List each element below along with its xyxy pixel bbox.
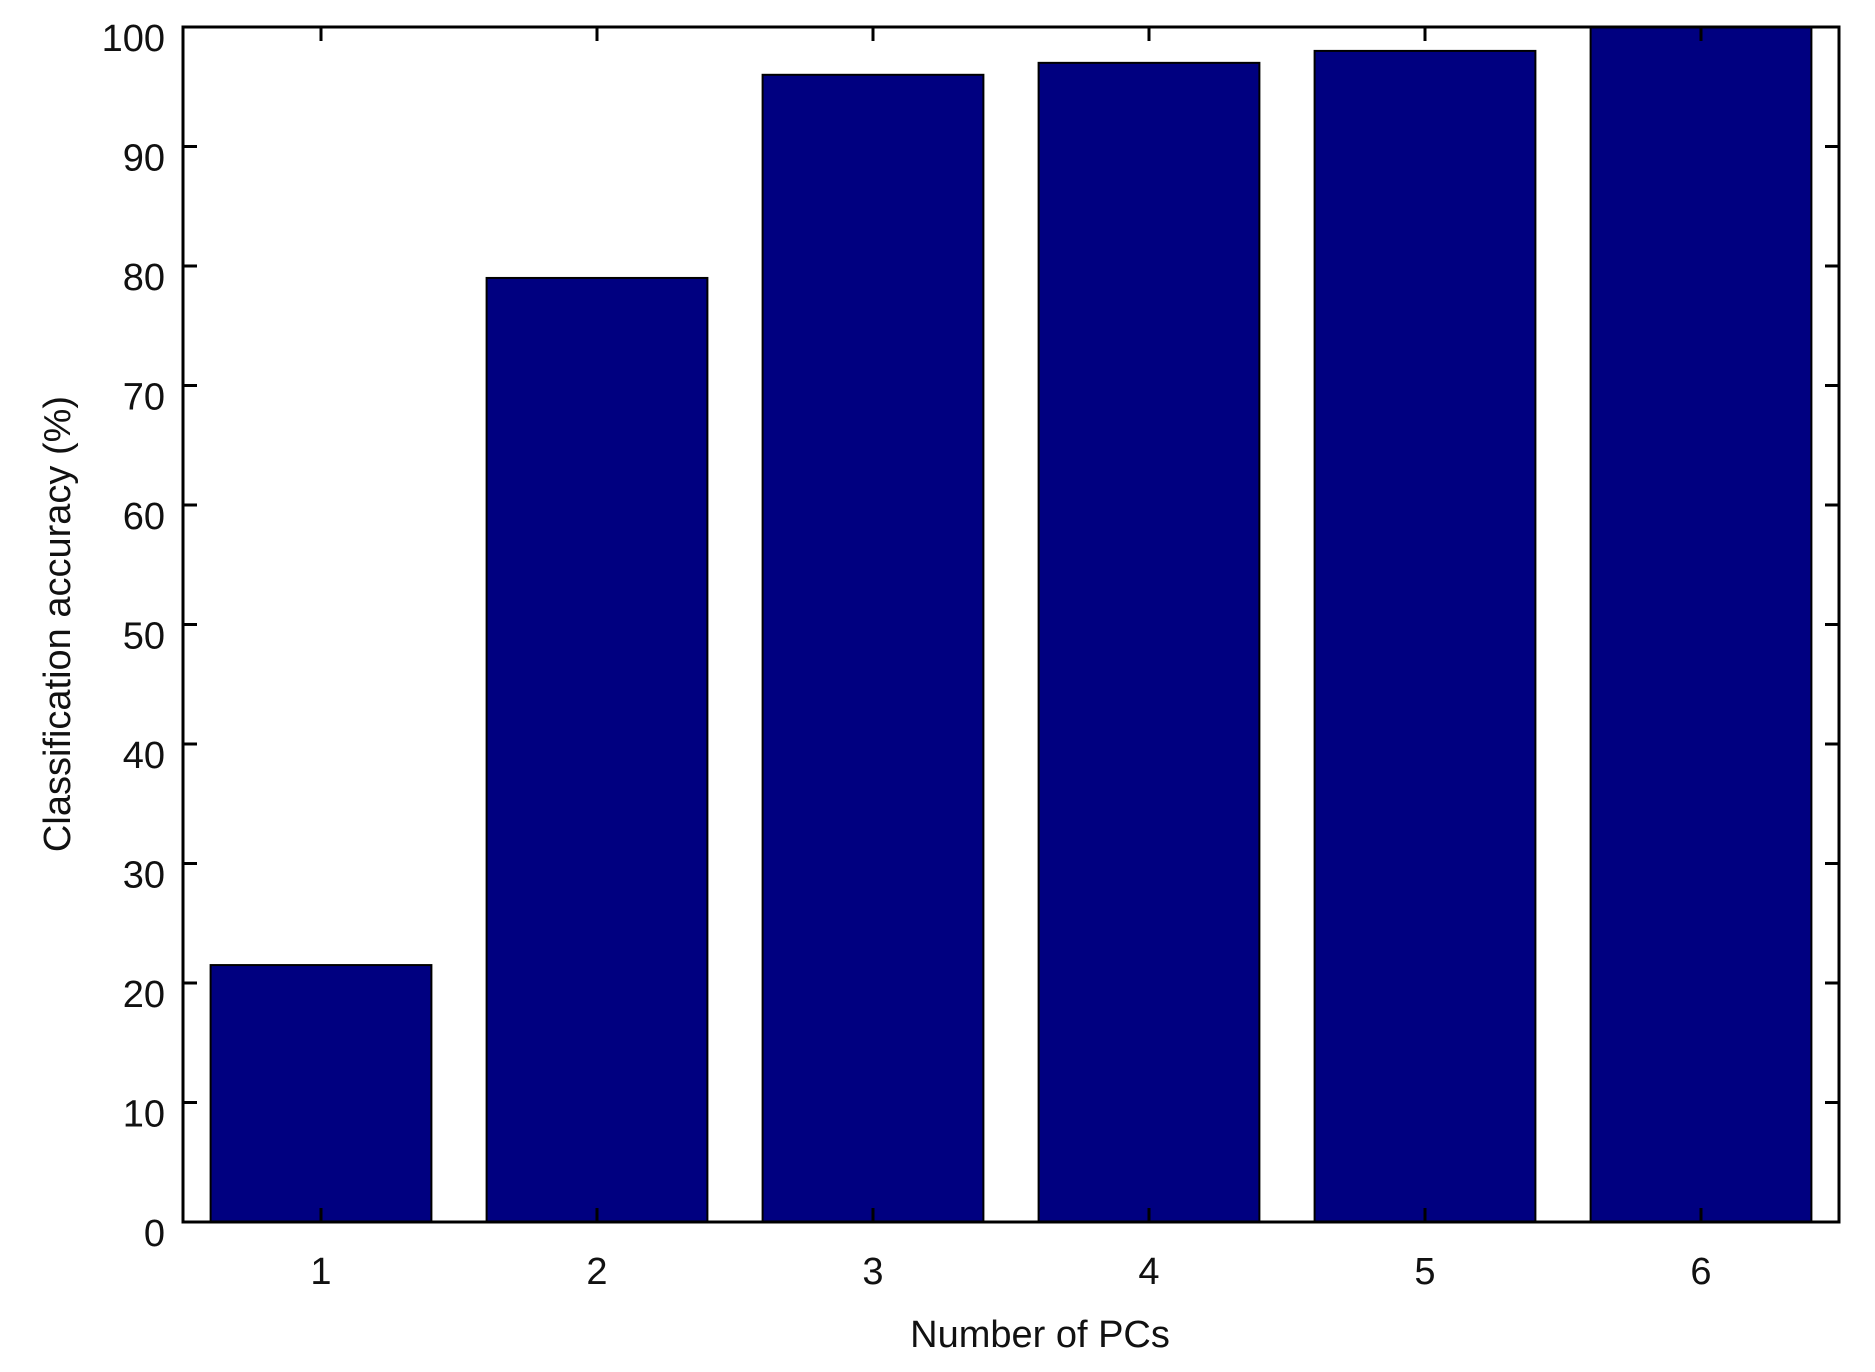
x-tick-label: 4 (1138, 1251, 1159, 1293)
y-tick-label: 40 (123, 735, 165, 777)
x-tick-label: 6 (1690, 1251, 1711, 1293)
y-tick-label: 10 (123, 1094, 165, 1136)
plot-frame (181, 25, 1841, 1224)
bar (1313, 49, 1537, 1223)
x-tick-label: 2 (586, 1251, 607, 1293)
y-tick-label: 20 (123, 974, 165, 1016)
x-tick-label: 3 (862, 1251, 883, 1293)
y-axis-label: Classification accuracy (%) (37, 396, 79, 852)
bar (485, 276, 709, 1223)
y-tick-label: 60 (123, 496, 165, 538)
x-axis-label: Number of PCs (910, 1314, 1170, 1356)
y-tick-label: 90 (123, 138, 165, 180)
x-tick-label: 1 (310, 1251, 331, 1293)
bar (761, 73, 985, 1223)
x-tick-label: 5 (1414, 1251, 1435, 1293)
y-tick-label: 0 (144, 1213, 165, 1255)
y-tick-label: 70 (123, 377, 165, 419)
y-tick-label: 30 (123, 855, 165, 897)
y-tick-label: 80 (123, 257, 165, 299)
bar (1589, 26, 1813, 1223)
y-tick-label: 100 (102, 18, 165, 60)
y-tick-label: 50 (123, 616, 165, 658)
bar (1037, 61, 1261, 1224)
bar (209, 964, 433, 1223)
